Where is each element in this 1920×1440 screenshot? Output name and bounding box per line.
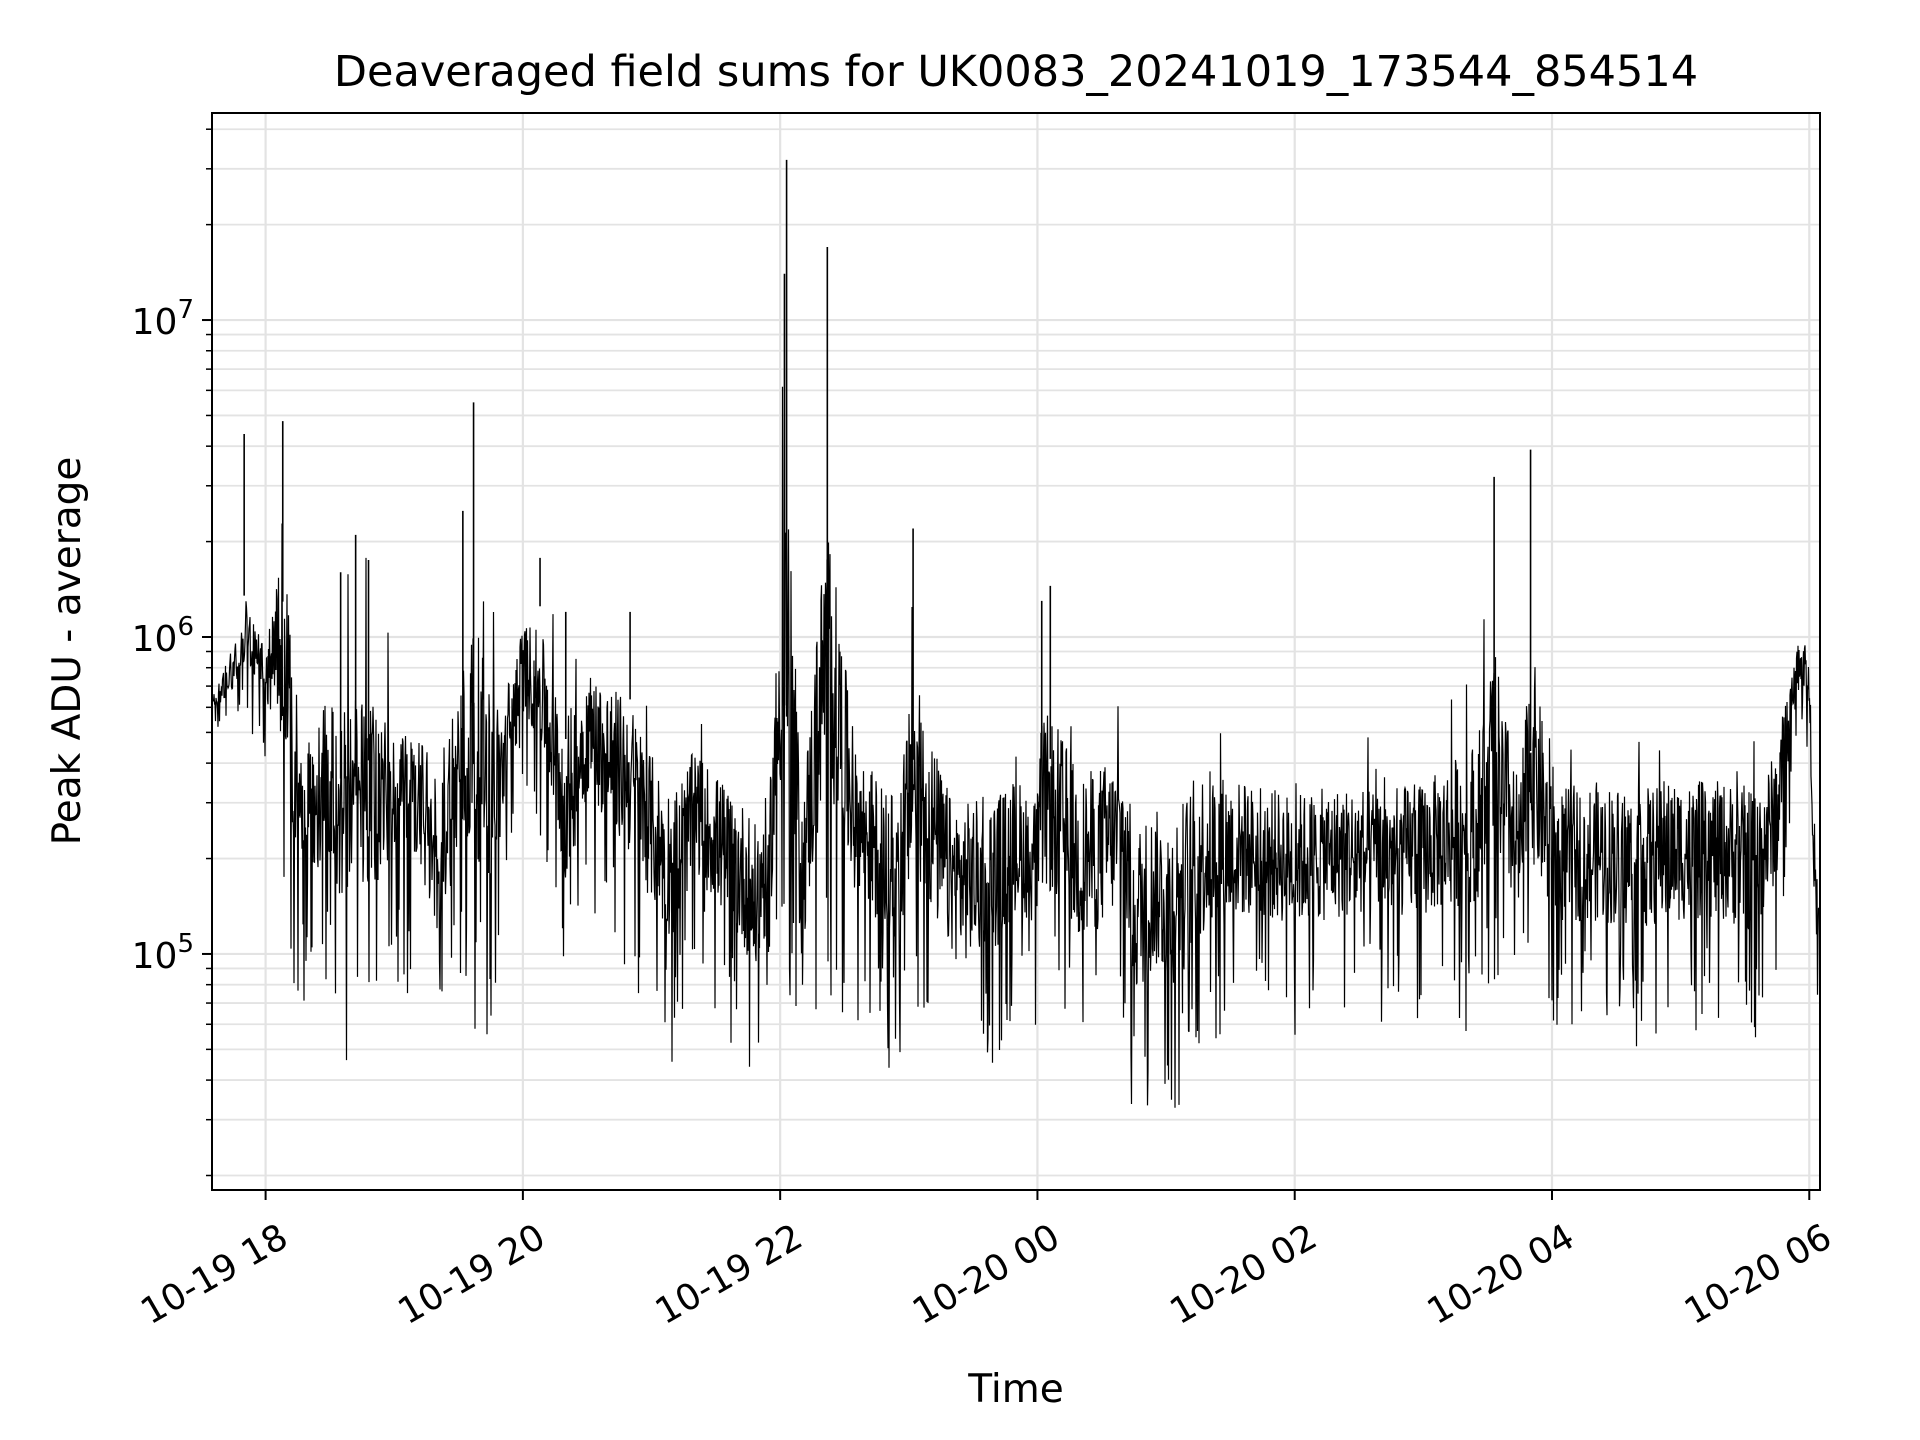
series-line <box>212 386 1820 1108</box>
y-tick-label: 106 <box>132 612 194 660</box>
chart-title: Deaveraged field sums for UK0083_2024101… <box>334 47 1698 97</box>
x-axis-label: Time <box>967 1367 1063 1412</box>
data-series <box>212 159 1820 1108</box>
y-axis-label: Peak ADU - average <box>45 457 90 846</box>
y-tick-label: 107 <box>132 295 194 343</box>
y-tick-label: 105 <box>132 929 194 977</box>
